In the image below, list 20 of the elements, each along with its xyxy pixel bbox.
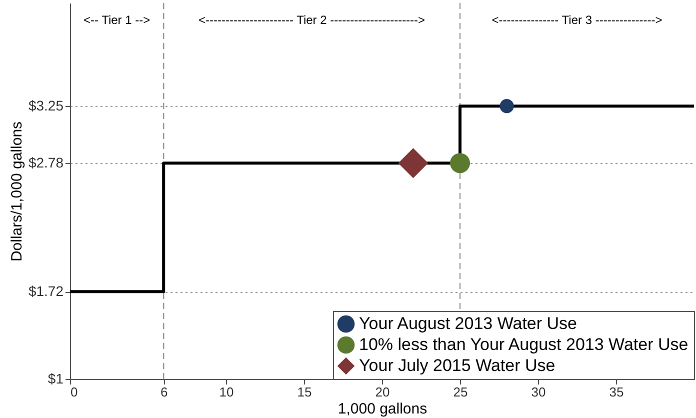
x-tick-label: 15 [297,384,312,400]
x-tick-label: 35 [609,384,624,400]
x-tick-label: 30 [531,384,546,400]
x-tick-label: 0 [70,384,78,400]
x-tick-label: 20 [375,384,390,400]
legend-label: 10% less than Your August 2013 Water Use [359,335,688,354]
x-tick-label: 6 [160,384,168,400]
annotation: <---------------------- Tier 2 ----------------------> [198,12,426,27]
y-tick-label: $3.25 [28,98,64,114]
x-axis-title: 1,000 gallons [338,400,428,418]
annotation: <-- Tier 1 --> [83,12,150,27]
x-tick-label: 10 [219,384,234,400]
legend-label: Your August 2013 Water Use [359,314,577,333]
y-axis-title: Dollars/1,000 gallons [8,121,26,262]
y-tick-label: $2.78 [28,154,64,171]
legend-label: Your July 2015 Water Use [359,356,556,375]
x-tick-label: 25 [453,384,468,400]
y-tick-label: $1 [48,370,64,386]
annotation: <--------------- Tier 3 ---------------> [492,12,662,27]
y-tick-label: $1.72 [28,283,64,300]
